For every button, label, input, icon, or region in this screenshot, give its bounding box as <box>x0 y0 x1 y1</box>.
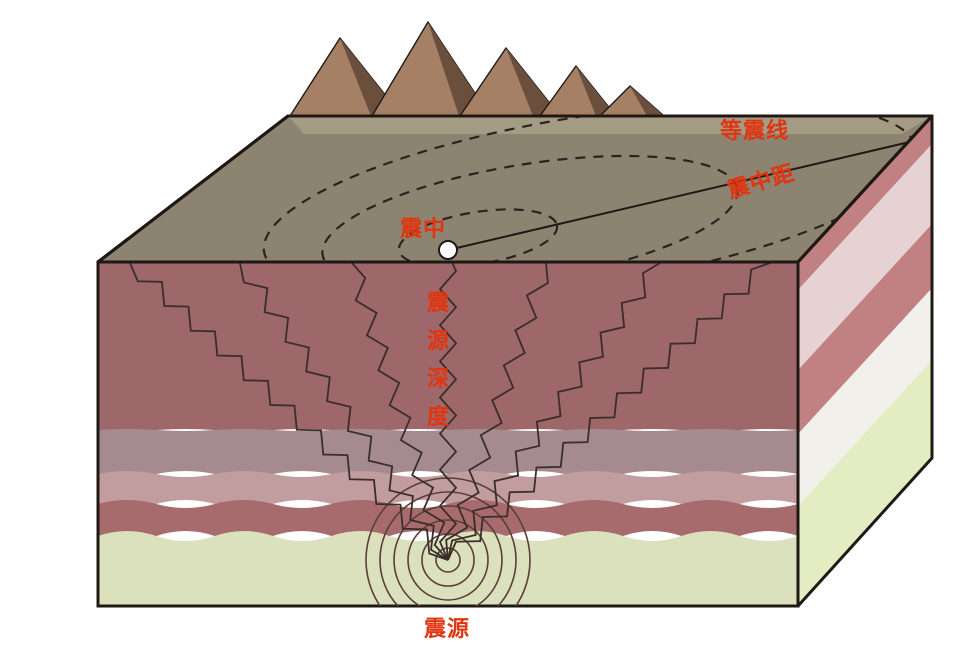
label-isoseismal: 等震线 <box>720 118 789 143</box>
label-epicenter: 震中 <box>400 216 446 241</box>
label-focal-depth: 深 <box>427 366 449 391</box>
label-focal-depth: 震 <box>427 290 450 315</box>
label-focal-depth: 源 <box>427 328 449 353</box>
label-focal-depth: 度 <box>427 404 450 429</box>
label-hypocenter: 震源 <box>424 616 470 641</box>
